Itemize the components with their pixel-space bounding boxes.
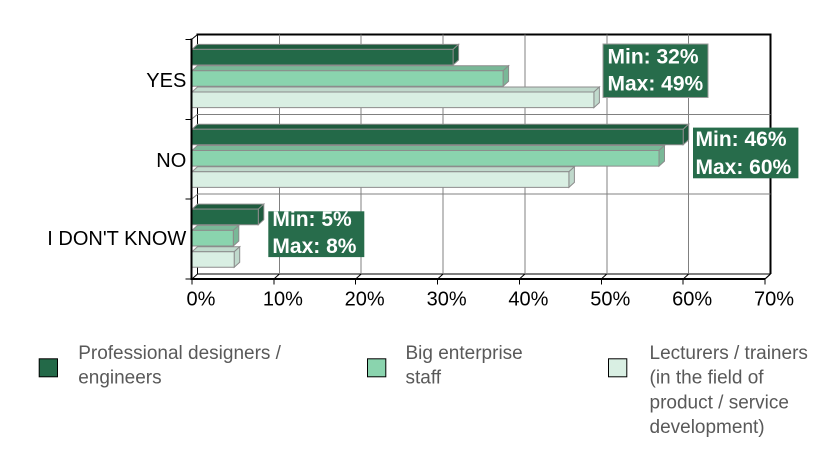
svg-text:Max: 60%: Max: 60% — [696, 156, 792, 179]
svg-text:20%: 20% — [345, 288, 385, 310]
svg-text:10%: 10% — [263, 288, 303, 310]
svg-text:Big enterprise: Big enterprise — [406, 343, 523, 364]
svg-text:60%: 60% — [672, 288, 712, 310]
svg-text:Professional designers /: Professional designers / — [78, 343, 281, 364]
svg-text:NO: NO — [156, 150, 186, 172]
svg-text:Min: 32%: Min: 32% — [608, 45, 699, 68]
svg-text:40%: 40% — [508, 288, 548, 310]
svg-text:Min: 46%: Min: 46% — [696, 128, 787, 151]
svg-text:Max: 49%: Max: 49% — [608, 73, 704, 96]
svg-text:Min: 5%: Min: 5% — [272, 208, 352, 231]
svg-text:70%: 70% — [754, 288, 794, 310]
svg-text:product / service: product / service — [650, 392, 789, 413]
svg-text:Max: 8%: Max: 8% — [272, 235, 356, 258]
svg-text:30%: 30% — [427, 288, 467, 310]
svg-text:staff: staff — [406, 368, 442, 389]
svg-text:Lecturers / trainers: Lecturers / trainers — [650, 343, 808, 364]
svg-text:0%: 0% — [187, 288, 216, 310]
svg-text:YES: YES — [146, 70, 186, 92]
svg-text:I DON'T KNOW: I DON'T KNOW — [47, 228, 186, 250]
svg-text:50%: 50% — [590, 288, 630, 310]
svg-text:(in the field of: (in the field of — [650, 368, 765, 389]
svg-text:engineers: engineers — [78, 368, 161, 389]
svg-text:development): development) — [650, 417, 765, 438]
